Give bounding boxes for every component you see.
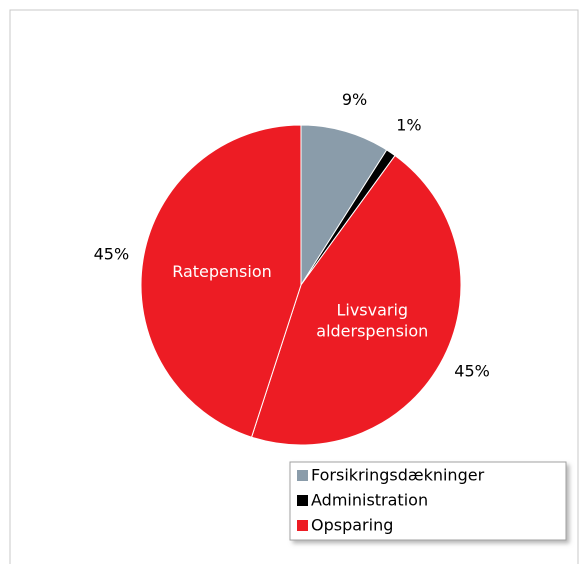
- pie-slice: [250, 154, 462, 446]
- legend-box: [289, 461, 567, 541]
- pie-slice: [140, 124, 302, 438]
- value-label: 9%: [342, 90, 367, 109]
- legend-swatch: [297, 470, 308, 481]
- value-label: 45%: [94, 244, 130, 263]
- frame: [9, 9, 579, 564]
- legend-label: Forsikringsdækninger: [311, 466, 485, 485]
- slice-label: Livsvarig: [336, 300, 408, 319]
- slice-label: alderspension: [316, 321, 428, 340]
- slice-label: Ratepension: [172, 262, 272, 281]
- legend-swatch: [297, 520, 308, 531]
- legend-label: Administration: [311, 491, 428, 510]
- legend-label: Opsparing: [311, 516, 393, 535]
- value-label: 1%: [396, 116, 421, 135]
- legend-swatch: [297, 495, 308, 506]
- value-label: 45%: [454, 362, 490, 381]
- pie-slice: [300, 124, 388, 287]
